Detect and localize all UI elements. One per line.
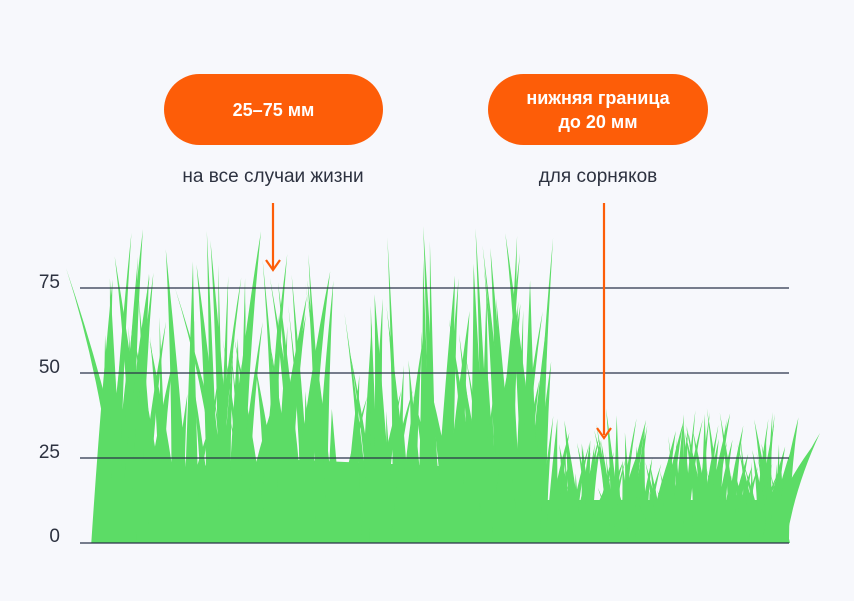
grass-blade: [623, 490, 644, 543]
grass-blade: [159, 316, 169, 543]
grass-blade: [562, 491, 590, 543]
grass-blade: [378, 390, 413, 543]
grass-blade: [118, 256, 138, 543]
grass-blade: [545, 418, 560, 543]
grass-blade: [617, 486, 631, 543]
grass-blade: [737, 443, 759, 543]
grass-blade: [333, 396, 368, 543]
grass-blade: [301, 391, 318, 543]
grass-blade: [538, 415, 554, 543]
grass-blade: [565, 483, 591, 543]
grass-blade: [672, 414, 684, 543]
grass-blade: [606, 459, 626, 543]
grass-blade: [774, 433, 820, 543]
grass-blade: [559, 444, 577, 543]
grass-blade: [681, 480, 695, 543]
grass-blade: [190, 365, 215, 543]
grass-blade: [704, 413, 731, 543]
grass-blade: [612, 452, 638, 543]
scale-label-50: 50: [38, 357, 60, 378]
grass-blade: [372, 294, 395, 543]
grass-blade: [699, 413, 711, 543]
grass-blade: [136, 321, 167, 543]
grass-blade: [235, 321, 263, 543]
height-range-badge: 25–75 мм: [164, 74, 383, 145]
grass-blade: [753, 418, 769, 543]
grass-illustration: [66, 226, 820, 544]
grass-blade: [428, 240, 438, 543]
grass-blade: [308, 253, 328, 543]
grass-blade: [494, 253, 520, 543]
lower-limit-line1: нижняя граница: [526, 87, 670, 108]
grass-blade: [475, 228, 493, 543]
scale-label-0: 0: [49, 526, 60, 547]
caption-weeds: для сорняков: [538, 166, 658, 187]
grass-blade: [584, 477, 611, 543]
grass-blade: [657, 422, 684, 543]
grass-blade: [175, 288, 238, 543]
lower-limit-line2: до 20 мм: [558, 111, 638, 132]
grass-blade: [459, 333, 483, 543]
lower-limit-badge: нижняя граница до 20 мм: [488, 74, 708, 145]
grass-blade: [722, 425, 744, 543]
grass-blade: [127, 272, 154, 543]
grass-blade: [182, 261, 200, 543]
grass-blade: [763, 443, 815, 543]
height-range-text: 25–75 мм: [232, 99, 315, 120]
grass-blade: [223, 231, 262, 543]
grass-blade: [119, 274, 150, 543]
grass-blade: [210, 240, 236, 543]
grass-blade: [512, 311, 543, 543]
grass-blade: [731, 466, 752, 543]
arrow-down-icon-right: [596, 203, 612, 440]
grass-blade: [606, 408, 623, 543]
grass-blade: [641, 463, 662, 543]
caption-universal: на все случаи жизни: [182, 166, 364, 187]
arrow-down-icon-left: [265, 203, 281, 272]
grass-blade: [165, 249, 192, 544]
arrows: [265, 203, 612, 440]
scale-label-25: 25: [38, 442, 60, 463]
grass-blade: [270, 278, 308, 543]
grass-blade: [239, 392, 278, 543]
grass-blade: [66, 268, 137, 543]
grass-blade: [526, 420, 539, 543]
height-gridlines: [80, 287, 789, 544]
grass-blade: [397, 344, 423, 543]
scale-label-75: 75: [38, 272, 60, 293]
